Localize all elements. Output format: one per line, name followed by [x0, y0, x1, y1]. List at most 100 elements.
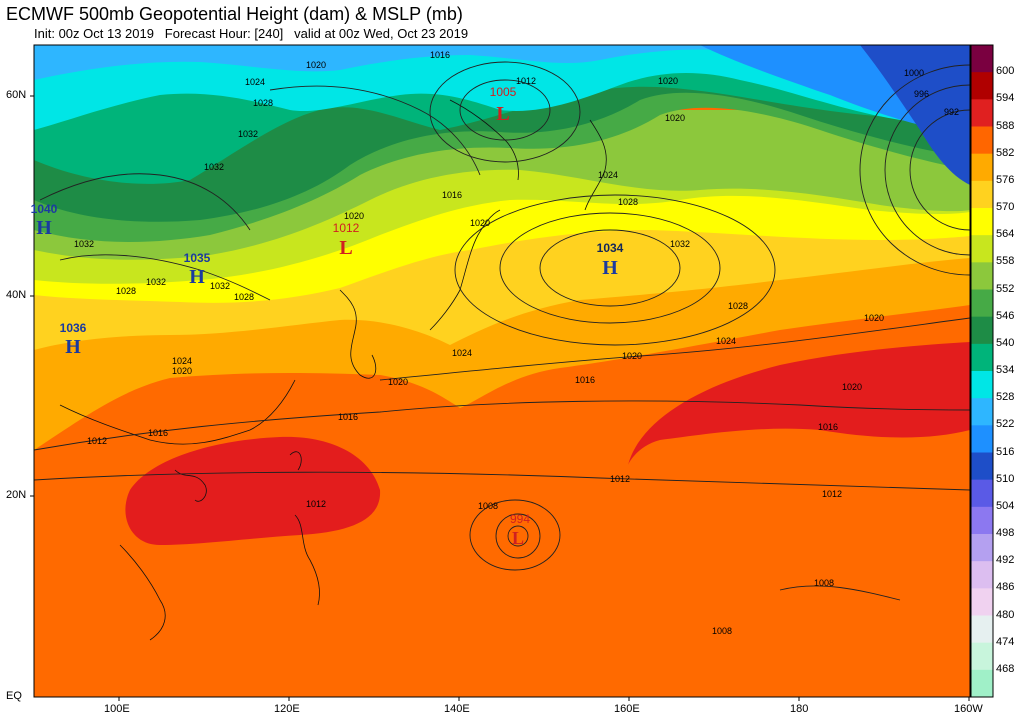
- low-center-value: 1012: [333, 221, 360, 235]
- colorbar-cell: [971, 479, 993, 508]
- colorbar-cell: [971, 153, 993, 182]
- colorbar-cell: [971, 561, 993, 589]
- map-title: ECMWF 500mb Geopotential Height (dam) & …: [6, 4, 463, 24]
- lat-label-60n: 60N: [6, 89, 27, 101]
- colorbar-label: 516: [996, 445, 1015, 458]
- colorbar-label: 510: [996, 472, 1015, 485]
- colorbar-label: 546: [996, 309, 1015, 322]
- isobar-label: 1016: [818, 422, 838, 432]
- isobar-label: 1008: [478, 501, 498, 511]
- isobar-label: 1020: [344, 211, 364, 221]
- map-frame: [33, 44, 971, 698]
- colorbar-cell: [971, 371, 993, 399]
- colorbar-cell: [971, 180, 993, 209]
- isobar-label: 1020: [306, 60, 326, 70]
- lon-label-160w: 160W: [954, 703, 983, 715]
- isobar-label: 1016: [575, 375, 595, 385]
- isobar-label: 1012: [87, 436, 107, 446]
- colorbar-label: 576: [996, 173, 1015, 186]
- high-center-value: 1035: [184, 251, 211, 265]
- high-center-value: 1034: [597, 241, 624, 255]
- colorbar-cell: [971, 208, 993, 236]
- isobar-label: 1024: [452, 348, 472, 358]
- isobar-label: 1032: [204, 162, 224, 172]
- colorbar-cell: [971, 262, 993, 290]
- colorbar-cell: [971, 45, 993, 73]
- colorbar-label: 570: [996, 201, 1015, 213]
- lat-label-eq: EQ: [6, 690, 22, 702]
- colorbar-cell: [971, 289, 993, 318]
- isobars: [34, 61, 970, 601]
- isobar-label: 1020: [622, 351, 642, 361]
- colorbar-label: 600: [996, 65, 1015, 78]
- colorbar-cell: [971, 126, 993, 155]
- isobar-label: 1032: [74, 239, 94, 249]
- colorbar-label: 594: [996, 92, 1015, 105]
- isobar-label: 1016: [430, 50, 450, 60]
- colorbar-cell: [971, 425, 993, 453]
- colorbar-label: 522: [996, 418, 1015, 431]
- isobar-label: 1032: [146, 277, 166, 287]
- colorbar-cell: [971, 343, 993, 372]
- lon-label-120e: 120E: [274, 703, 300, 715]
- map-subtitle: Init: 00z Oct 13 2019 Forecast Hour: [24…: [34, 26, 469, 41]
- colorbar-label: 540: [996, 336, 1015, 349]
- isobar-label: 1008: [712, 626, 732, 636]
- colorbar-cell: [971, 398, 993, 426]
- isobar-label: 992: [944, 107, 959, 117]
- colorbar-label: 504: [996, 499, 1015, 512]
- colorbar-label: 558: [996, 255, 1015, 268]
- low-center-symbol: L: [339, 237, 352, 259]
- isobar-label: 1012: [610, 474, 630, 484]
- lon-label-160e: 160E: [614, 703, 640, 715]
- isobar-label: 1024: [245, 77, 265, 87]
- high-center-value: 1036: [60, 321, 87, 335]
- colorbar: [970, 44, 994, 698]
- isobar-label: 1012: [306, 499, 326, 509]
- isobar-label: 1020: [842, 382, 862, 392]
- isobar-label: 1024: [716, 336, 736, 346]
- lon-label-140e: 140E: [444, 703, 470, 715]
- isobar-label: 1024: [598, 170, 618, 180]
- band-588-west: [125, 436, 381, 545]
- lat-label-20n: 20N: [6, 489, 27, 501]
- colorbar-label: 474: [996, 635, 1015, 648]
- colorbar-frame: [970, 44, 994, 698]
- lon-label-180: 180: [790, 703, 809, 715]
- low-center-symbol: L: [512, 528, 524, 548]
- isobar-label: 1020: [172, 366, 192, 376]
- isobar-label: 1020: [658, 76, 678, 86]
- colorbar-label: 528: [996, 391, 1015, 404]
- colorbar-cell: [971, 316, 993, 345]
- isobar-label: 1020: [388, 377, 408, 387]
- colorbar-label: 552: [996, 282, 1015, 295]
- colorbar-label: 468: [996, 662, 1015, 675]
- isobar-label: 1016: [442, 190, 462, 200]
- colorbar-cell: [971, 506, 993, 535]
- band-510: [860, 45, 970, 185]
- low-center-symbol: L: [496, 103, 509, 125]
- isobar-label: 1020: [470, 218, 490, 228]
- isobar-label: 1008: [814, 578, 834, 588]
- colorbar-cell: [971, 72, 993, 100]
- colorbar-cell: [971, 588, 993, 616]
- isobar-labels: 1020 1016 1024 1028 1012 1020 1020 1000 …: [74, 50, 959, 636]
- colorbar-cell: [971, 235, 993, 263]
- high-center-symbol: H: [602, 257, 618, 279]
- isobar-label: 1032: [238, 129, 258, 139]
- isobar-label: 1028: [253, 98, 273, 108]
- high-center-symbol: H: [36, 217, 52, 239]
- isobar-label: 1028: [116, 286, 136, 296]
- high-center-value: 1040: [31, 202, 58, 216]
- isobar-label: 1012: [516, 76, 536, 86]
- colorbar-cell: [971, 669, 993, 698]
- isobar-label: 1028: [728, 301, 748, 311]
- pressure-centers: 1005 L 1012 L 1034 H 1040 H 1035 H 1036 …: [31, 85, 624, 548]
- colorbar-cell: [971, 534, 993, 562]
- low-center-value: 994: [510, 512, 530, 526]
- isobar-label: 1020: [864, 313, 884, 323]
- axis-ticks: [30, 95, 970, 701]
- high-center-symbol: H: [65, 336, 81, 358]
- isobar-label: 1032: [210, 281, 230, 291]
